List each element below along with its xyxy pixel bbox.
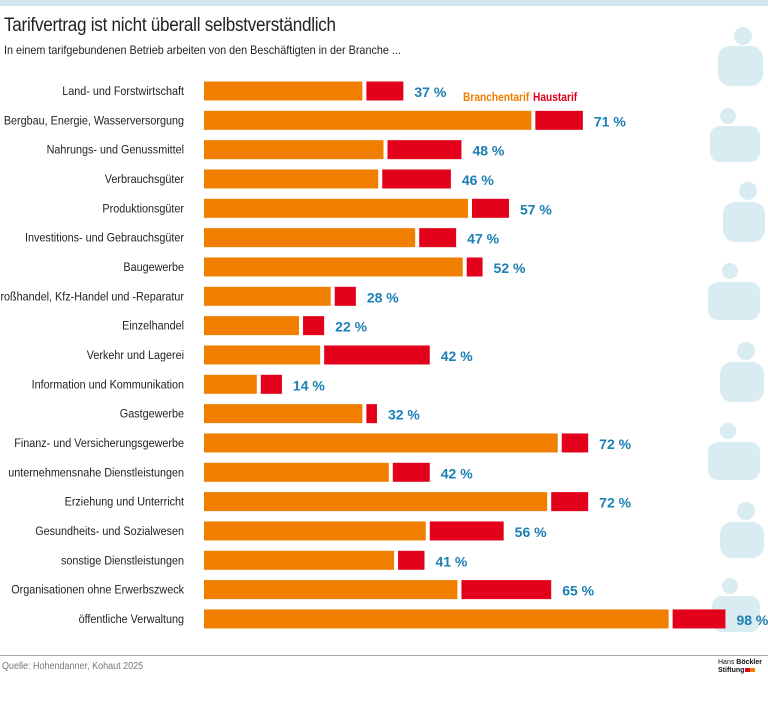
category-label: Nahrungs- und Genussmittel [47, 144, 184, 157]
category-label: Gesundheits- und Sozialwesen [35, 525, 184, 538]
bar-haustarif [551, 492, 589, 512]
category-label: Erziehung und Unterricht [65, 496, 185, 509]
category-label: sonstige Dienstleistungen [61, 555, 184, 568]
total-label: 47 % [467, 231, 499, 247]
hans-boeckler-stiftung-logo: Hans Böckler Stiftung [718, 659, 762, 674]
total-label: 42 % [441, 465, 473, 481]
total-label: 46 % [462, 172, 494, 188]
bar-haustarif [535, 110, 583, 130]
bar-branchentarif [204, 404, 363, 424]
category-label: Bergbau, Energie, Wasserversorgung [4, 115, 184, 128]
category-label: Verkehr und Lagerei [87, 350, 184, 363]
total-label: 98 % [736, 612, 768, 628]
bar-branchentarif [204, 521, 426, 541]
category-label: Organisationen ohne Erwerbszweck [11, 584, 184, 597]
chart-subtitle: In einem tarifgebundenen Betrieb arbeite… [4, 43, 401, 57]
bar-branchentarif [204, 257, 463, 277]
bar-branchentarif [204, 433, 558, 453]
total-label: 28 % [367, 289, 399, 305]
total-label: 42 % [441, 348, 473, 364]
total-label: 52 % [494, 260, 526, 276]
bar-branchentarif [204, 316, 300, 336]
bar-haustarif [366, 404, 377, 424]
chart-title: Tarifvertrag ist nicht überall selbstver… [4, 15, 336, 36]
bar-haustarif [672, 609, 726, 629]
total-label: 65 % [562, 583, 594, 599]
total-label: 37 % [414, 84, 446, 100]
bar-haustarif [334, 286, 356, 306]
bar-branchentarif [204, 228, 416, 248]
bar-haustarif [260, 374, 282, 394]
bar-branchentarif [204, 286, 331, 306]
bar-haustarif [392, 462, 430, 482]
bar-haustarif [387, 140, 462, 160]
legend-branchentarif: Branchentarif [463, 91, 530, 104]
top-bar [0, 0, 768, 6]
total-label: 72 % [599, 436, 631, 452]
total-label: 41 % [435, 553, 467, 569]
category-label: Investitions- und Gebrauchsgüter [25, 232, 184, 245]
bar-branchentarif [204, 609, 669, 629]
category-label: Einzelhandel [122, 320, 184, 333]
bar-haustarif [419, 228, 457, 248]
bar-haustarif [398, 550, 425, 570]
category-label: öffentliche Verwaltung [79, 613, 184, 626]
bar-branchentarif [204, 140, 384, 160]
bar-haustarif [472, 198, 509, 218]
category-label: Großhandel, Kfz-Handel und -Reparatur [0, 291, 184, 304]
bar-haustarif [382, 169, 451, 189]
bar-branchentarif [204, 550, 395, 570]
category-label: unternehmensnahe Dienstleistungen [8, 467, 184, 480]
bar-haustarif [324, 345, 430, 365]
bar-branchentarif [204, 374, 257, 394]
total-label: 72 % [599, 495, 631, 511]
category-label: Gastgewerbe [120, 408, 184, 421]
bar-branchentarif [204, 462, 389, 482]
total-label: 71 % [594, 113, 626, 129]
legend-haustarif: Haustarif [533, 91, 577, 104]
bar-haustarif [466, 257, 483, 277]
bar-haustarif [429, 521, 504, 541]
category-label: Baugewerbe [123, 262, 184, 275]
category-label: Finanz- und Versicherungsgewerbe [14, 437, 184, 450]
total-label: 32 % [388, 407, 420, 423]
total-label: 57 % [520, 201, 552, 217]
category-label: Information und Kommunikation [32, 379, 184, 392]
total-label: 22 % [335, 319, 367, 335]
bar-branchentarif [204, 345, 321, 365]
category-label: Produktionsgüter [102, 203, 184, 216]
source-note: Quelle: Hohendanner, Kohaut 2025 [2, 661, 144, 672]
bar-haustarif [366, 81, 404, 101]
total-label: 48 % [472, 143, 504, 159]
bar-branchentarif [204, 81, 363, 101]
category-label: Verbrauchsgüter [105, 174, 184, 187]
footer-divider [0, 655, 768, 656]
bar-branchentarif [204, 492, 548, 512]
bar-branchentarif [204, 169, 379, 189]
bar-branchentarif [204, 580, 458, 600]
decorative-worker-silhouettes [708, 27, 765, 632]
bar-branchentarif [204, 198, 468, 218]
bar-haustarif [461, 580, 552, 600]
category-label: Land- und Forstwirtschaft [62, 86, 185, 99]
bar-branchentarif [204, 110, 532, 130]
total-label: 56 % [515, 524, 547, 540]
stacked-bar-chart: Land- und Forstwirtschaft 37 % Bergbau, En… [0, 81, 768, 629]
bar-haustarif [303, 316, 325, 336]
bar-haustarif [561, 433, 589, 453]
total-label: 14 % [293, 377, 325, 393]
